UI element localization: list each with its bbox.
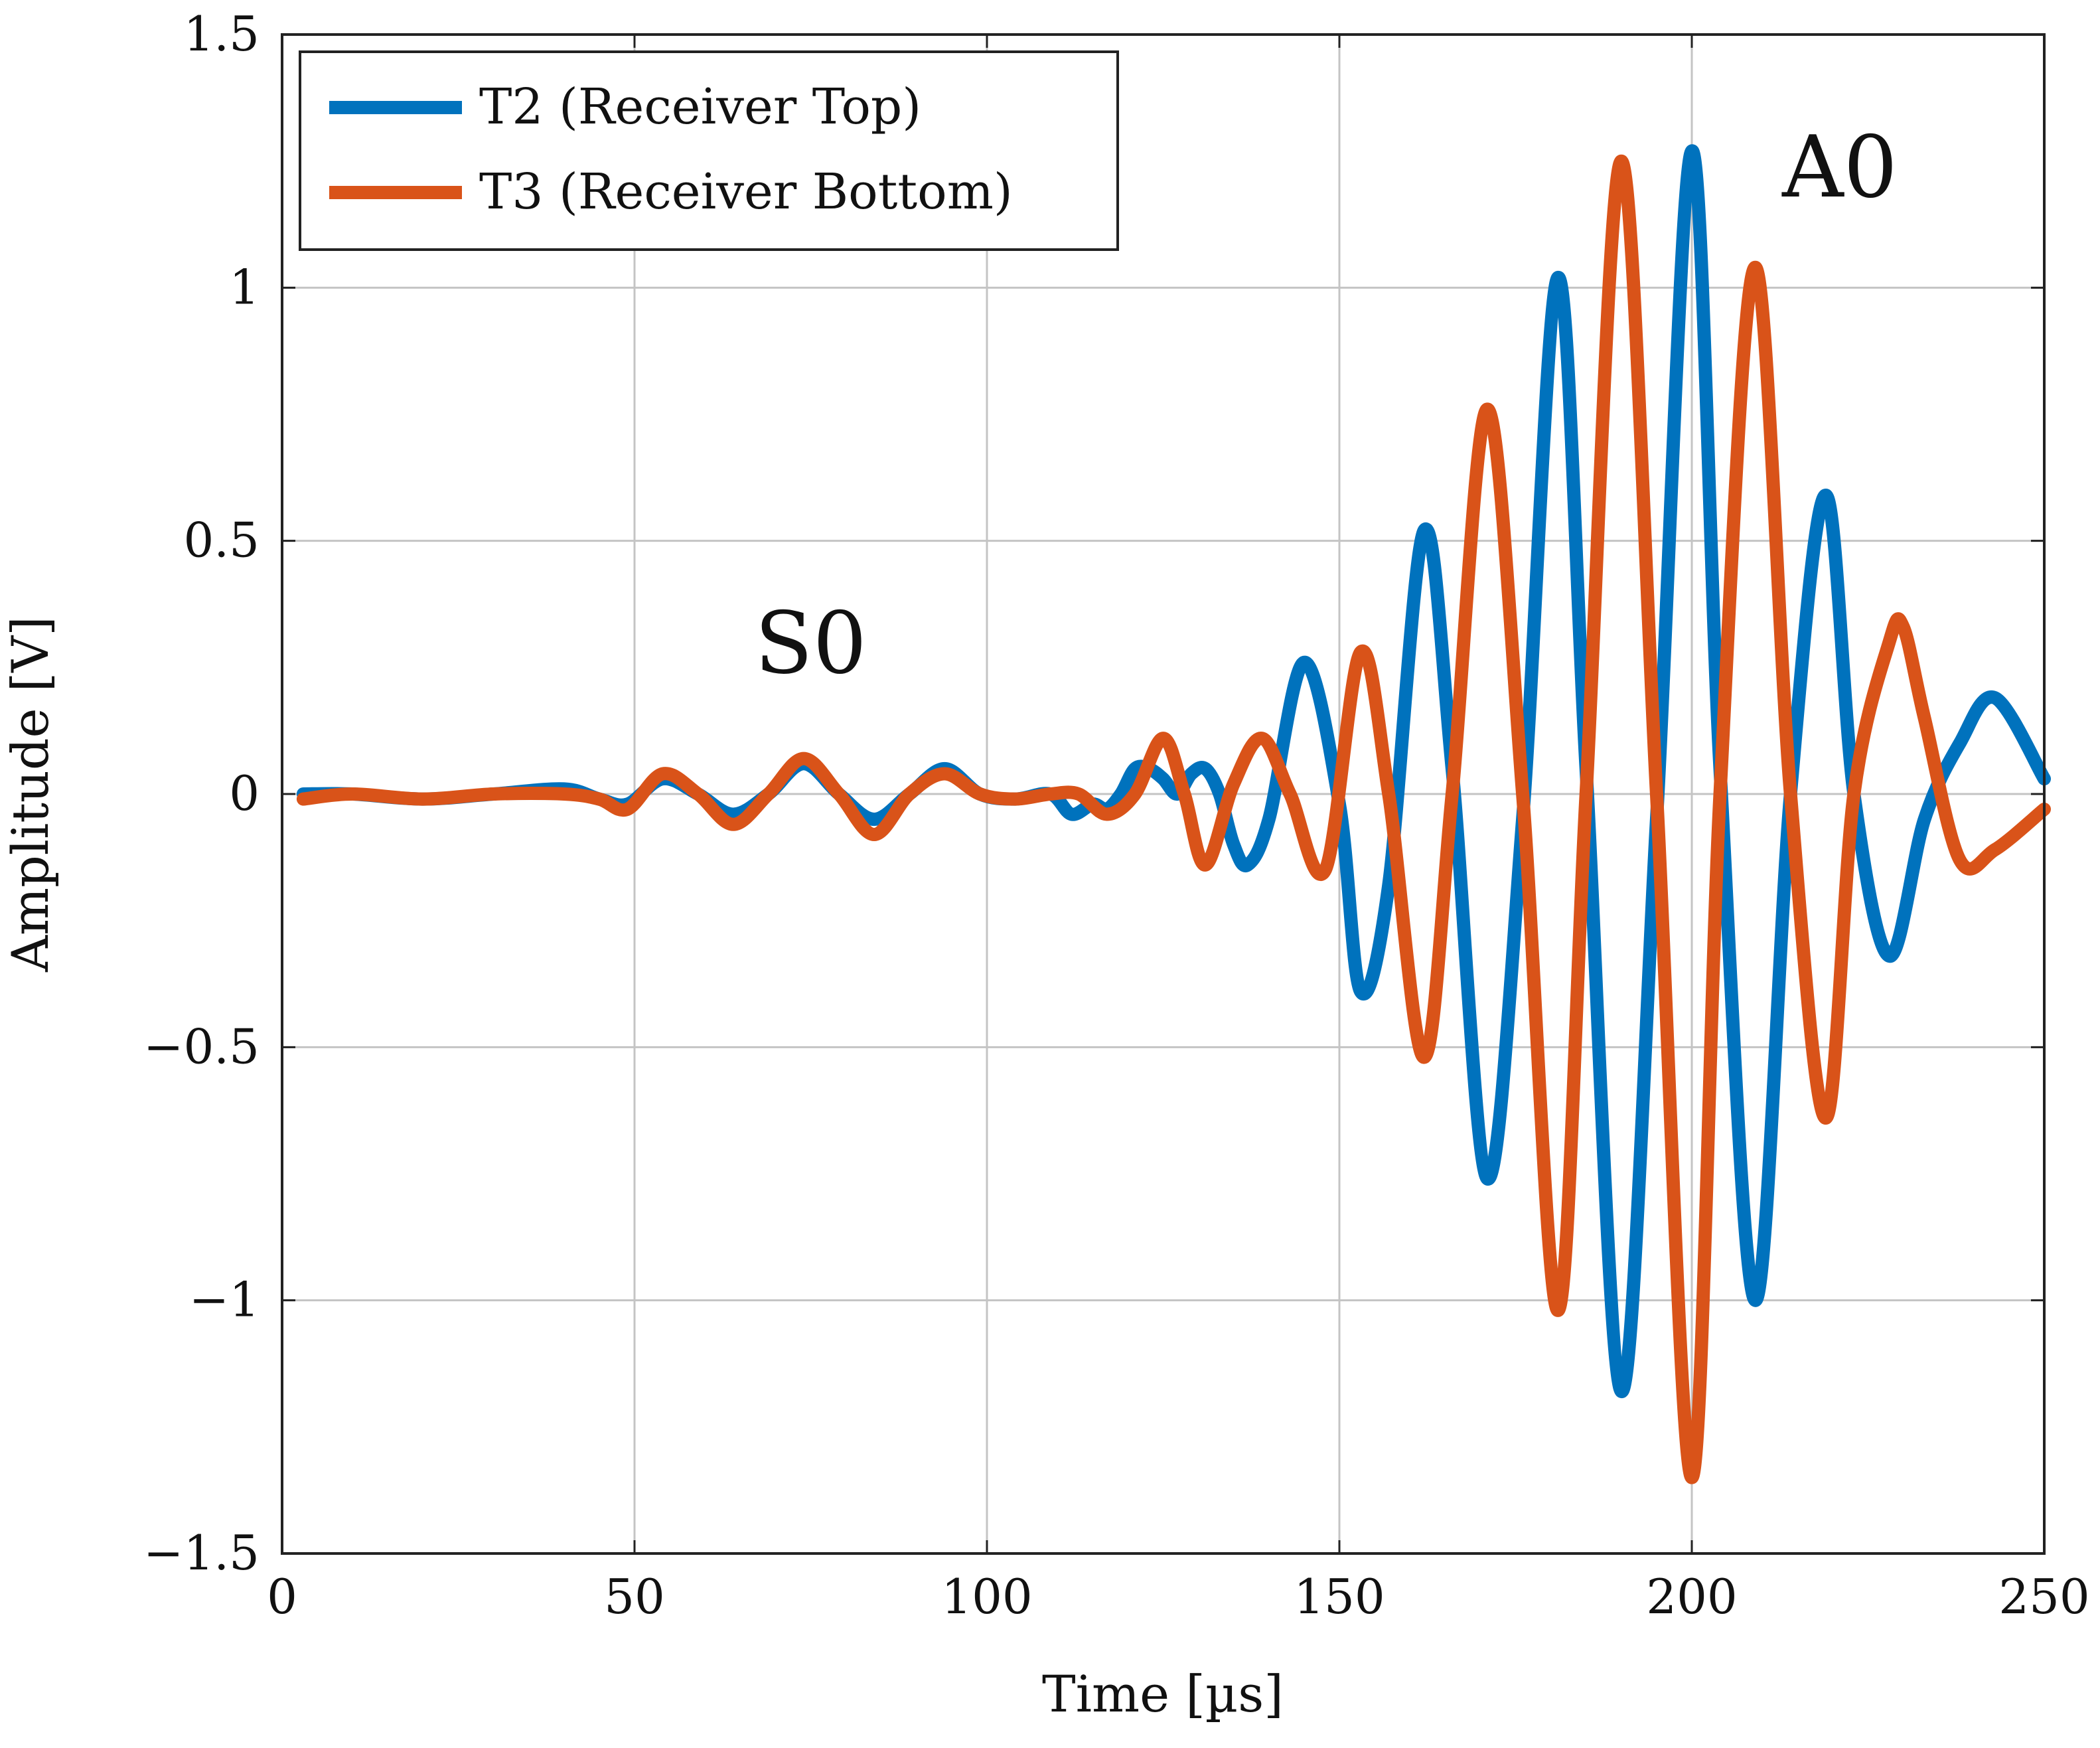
annotation-a0: A0 xyxy=(1781,118,1898,217)
legend-box xyxy=(299,50,1119,251)
y-tick-label: −0.5 xyxy=(143,1018,260,1074)
y-tick-label: 0 xyxy=(229,765,260,821)
y-tick-label: 0.5 xyxy=(183,513,260,568)
legend-label-t2: T2 (Receiver Top) xyxy=(479,78,921,135)
series-line-t3 xyxy=(296,154,2051,1484)
series-group xyxy=(296,144,2051,1484)
y-tick-label: 1.5 xyxy=(183,6,260,62)
y-axis-title: Amplitude [V] xyxy=(1,616,60,973)
y-tick-label: −1.5 xyxy=(143,1525,260,1581)
series-line-t2 xyxy=(296,144,2051,1398)
legend-label-t3: T3 (Receiver Bottom) xyxy=(479,163,1013,220)
y-tick-label: 1 xyxy=(229,259,260,315)
annotation-s0: S0 xyxy=(755,594,867,693)
ticks: 0 50 100 150 200 250 −1.5 −1 −0.5 0 0.5 1 1.5 xyxy=(143,6,2090,1625)
x-tick-label: 250 xyxy=(1998,1569,2089,1625)
x-axis-title: Time [µs] xyxy=(1042,1664,1284,1723)
legend[interactable]: T2 (Receiver Top) T3 (Receiver Bottom) xyxy=(299,50,1119,251)
x-tick-label: 200 xyxy=(1646,1569,1737,1625)
x-tick-label: 0 xyxy=(267,1569,297,1625)
y-tick-label: −1 xyxy=(189,1272,260,1328)
x-tick-label: 100 xyxy=(941,1569,1032,1625)
x-tick-label: 150 xyxy=(1294,1569,1385,1625)
x-tick-label: 50 xyxy=(604,1569,665,1625)
